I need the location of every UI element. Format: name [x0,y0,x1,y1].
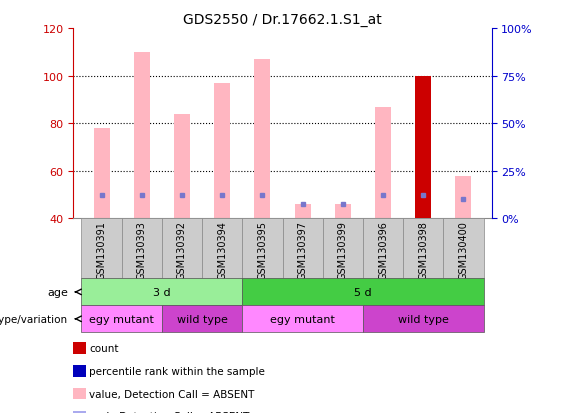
Text: GSM130396: GSM130396 [378,221,388,280]
Text: egy mutant: egy mutant [89,314,154,324]
Text: GSM130394: GSM130394 [217,221,227,280]
Title: GDS2550 / Dr.17662.1.S1_at: GDS2550 / Dr.17662.1.S1_at [183,12,382,26]
Text: 3 d: 3 d [153,287,171,297]
Text: GSM130398: GSM130398 [418,221,428,280]
Text: count: count [89,343,119,353]
Bar [415,76,431,219]
Bar [254,60,271,219]
Text: GSM130392: GSM130392 [177,221,187,280]
Bar [81,306,162,332]
Text: value, Detection Call = ABSENT: value, Detection Call = ABSENT [89,389,255,399]
Text: egy mutant: egy mutant [270,314,335,324]
Text: age: age [47,287,68,297]
Bar [202,219,242,279]
Bar [334,204,351,219]
Bar [162,306,242,332]
Bar [121,219,162,279]
Bar [375,107,391,219]
Text: GSM130397: GSM130397 [298,221,307,280]
Text: GSM130391: GSM130391 [97,221,107,280]
Bar [363,306,484,332]
Bar [242,219,282,279]
Text: 5 d: 5 d [354,287,372,297]
Bar [134,52,150,219]
Text: wild type: wild type [177,314,228,324]
Bar [174,114,190,219]
Bar [294,204,311,219]
Bar [282,219,323,279]
Text: percentile rank within the sample: percentile rank within the sample [89,366,265,376]
Bar [455,176,471,219]
Bar [214,83,231,219]
Text: GSM130395: GSM130395 [258,221,267,280]
Bar [444,219,484,279]
Bar [162,219,202,279]
Text: rank, Detection Call = ABSENT: rank, Detection Call = ABSENT [89,411,250,413]
Bar [415,76,431,219]
Bar [242,279,484,306]
Text: wild type: wild type [398,314,449,324]
Bar [323,219,363,279]
Bar [81,279,242,306]
Bar [363,219,403,279]
Text: GSM130393: GSM130393 [137,221,147,280]
Bar [81,219,121,279]
Text: genotype/variation: genotype/variation [0,314,68,324]
Text: GSM130399: GSM130399 [338,221,348,280]
Bar [242,306,363,332]
Text: GSM130400: GSM130400 [458,221,468,280]
Bar [94,128,110,219]
Bar [403,219,444,279]
